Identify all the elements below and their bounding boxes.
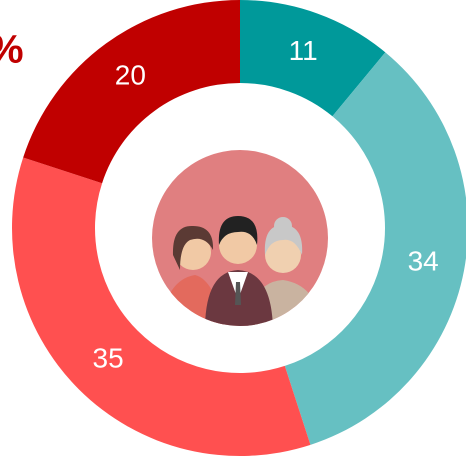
data-label: 11 [289, 35, 318, 66]
chart-title: % [0, 28, 24, 72]
center-illustration [152, 150, 328, 326]
donut-segment [284, 52, 466, 445]
donut-segment [23, 0, 240, 184]
data-label: 20 [115, 60, 146, 91]
data-label: 35 [93, 342, 124, 373]
data-label: 34 [408, 245, 439, 276]
donut-segment [240, 0, 386, 117]
donut-segment [11, 157, 311, 457]
